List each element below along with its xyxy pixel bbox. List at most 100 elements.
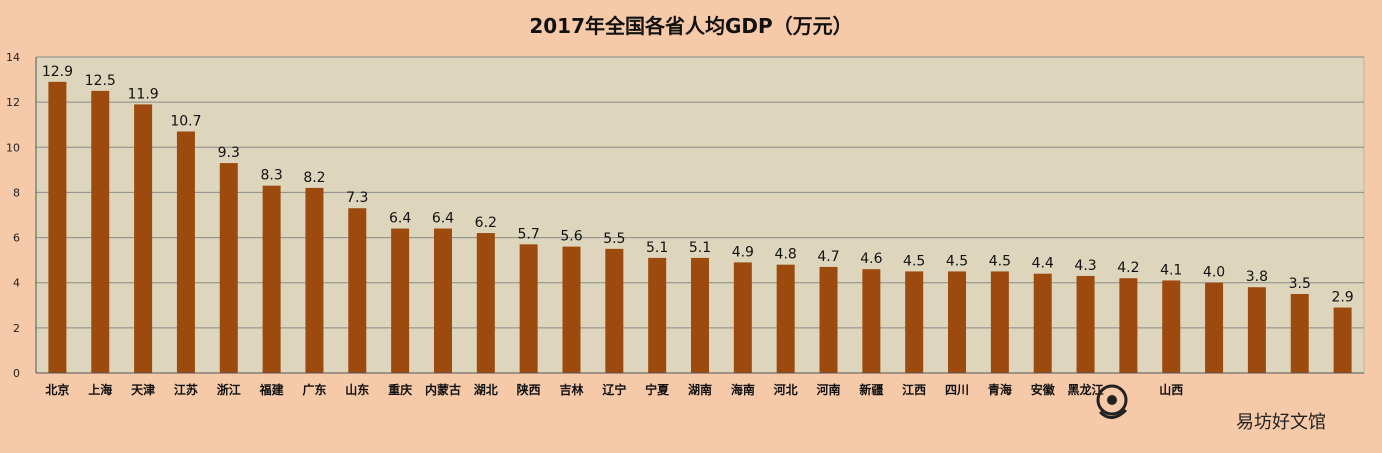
data-label: 6.2 xyxy=(475,215,497,231)
bar xyxy=(691,257,709,373)
data-label: 4.5 xyxy=(946,253,968,269)
data-label: 4.5 xyxy=(903,253,925,269)
data-label: 5.1 xyxy=(646,240,668,256)
bar xyxy=(1290,294,1309,373)
bar xyxy=(648,257,667,373)
bar xyxy=(862,269,881,373)
x-tick-label: 新疆 xyxy=(859,382,883,397)
data-label: 4.7 xyxy=(817,249,839,265)
x-tick-label: 四川 xyxy=(945,383,969,397)
y-tick-label: 10 xyxy=(6,141,20,154)
data-label: 4.1 xyxy=(1160,262,1182,278)
bar xyxy=(1162,280,1181,373)
x-tick-label: 河南 xyxy=(816,382,841,397)
x-tick-label: 吉林 xyxy=(559,382,583,397)
x-tick-label: 广东 xyxy=(302,382,326,397)
bar xyxy=(1247,287,1266,373)
data-label: 7.3 xyxy=(346,190,368,206)
bar xyxy=(1333,307,1352,373)
data-label: 5.1 xyxy=(689,240,711,256)
data-label: 4.2 xyxy=(1117,260,1139,276)
data-label: 4.0 xyxy=(1203,265,1225,281)
y-tick-label: 0 xyxy=(13,367,20,380)
data-label: 3.5 xyxy=(1289,276,1311,292)
bar xyxy=(48,81,67,373)
bars xyxy=(48,81,1352,374)
x-tick-label: 河北 xyxy=(773,382,798,397)
bar xyxy=(1076,275,1095,373)
x-tick-label: 江西 xyxy=(902,382,926,397)
data-label: 4.8 xyxy=(775,247,797,263)
x-tick-label: 重庆 xyxy=(388,382,412,397)
data-labels: 12.9 12.5 11.9 10.7 9.3 8.3 8.2 7.3 6.4 6.4 6.2 5.7… xyxy=(42,64,1354,306)
x-tick-label: 黑龙江 xyxy=(1068,382,1104,397)
x-tick-label: 湖南 xyxy=(688,382,712,397)
data-label: 5.5 xyxy=(603,231,625,247)
data-label: 10.7 xyxy=(170,113,201,129)
data-label: 8.3 xyxy=(260,168,282,184)
bar xyxy=(733,262,752,373)
x-tick-label: 天津 xyxy=(131,382,155,397)
x-tick-label: 上海 xyxy=(88,382,112,397)
data-label: 9.3 xyxy=(218,145,240,161)
data-label: 4.9 xyxy=(732,244,754,260)
bar xyxy=(1205,282,1224,373)
y-tick-label: 4 xyxy=(13,277,20,290)
x-tick-label: 山西 xyxy=(1159,382,1183,397)
x-tick-label: 宁夏 xyxy=(645,382,670,397)
bar xyxy=(433,228,452,373)
x-tick-label: 青海 xyxy=(988,382,1012,397)
x-tick-label: 浙江 xyxy=(217,382,241,397)
watermark-site: 易坊好文馆 xyxy=(1236,412,1326,433)
data-label: 11.9 xyxy=(128,86,159,102)
data-label: 12.5 xyxy=(85,73,116,89)
wukong-logo-icon xyxy=(1096,384,1128,419)
y-tick-label: 8 xyxy=(13,186,20,199)
data-label: 3.8 xyxy=(1246,269,1268,285)
data-label: 8.2 xyxy=(303,170,325,186)
bar xyxy=(476,233,495,373)
data-label: 4.3 xyxy=(1074,258,1096,274)
y-tick-label: 6 xyxy=(13,232,20,245)
bar xyxy=(605,248,624,373)
x-tick-label: 辽宁 xyxy=(602,382,626,397)
x-tick-label: 内蒙古 xyxy=(425,382,461,397)
x-tick-label: 北京 xyxy=(45,382,69,397)
data-label: 12.9 xyxy=(42,64,73,80)
data-label: 4.6 xyxy=(860,251,882,267)
chart-title: 2017年全国各省人均GDP（万元） xyxy=(529,14,852,38)
x-tick-label: 陕西 xyxy=(517,382,541,397)
bar xyxy=(990,271,1009,373)
bar xyxy=(562,246,581,373)
bar xyxy=(262,185,281,373)
y-tick-label: 14 xyxy=(6,51,20,64)
data-label: 5.7 xyxy=(518,226,540,242)
bar xyxy=(305,187,324,373)
bar xyxy=(176,131,195,373)
y-axis: 0 2 4 6 8 10 12 14 xyxy=(6,51,37,380)
x-tick-label: 海南 xyxy=(731,382,755,397)
bar xyxy=(776,264,795,373)
bar xyxy=(91,90,110,373)
x-tick-label: 江苏 xyxy=(174,382,198,397)
bar xyxy=(219,163,238,373)
x-tick-label: 湖北 xyxy=(474,382,498,397)
bar xyxy=(1033,273,1052,373)
bar xyxy=(948,271,967,373)
bar xyxy=(905,271,924,373)
bar xyxy=(391,228,410,373)
bar xyxy=(519,244,538,373)
data-label: 4.5 xyxy=(989,253,1011,269)
bar xyxy=(348,208,367,373)
y-tick-label: 2 xyxy=(13,322,20,335)
data-label: 5.6 xyxy=(560,229,582,245)
x-tick-label: 山东 xyxy=(345,382,369,397)
watermark: 易坊好文馆 xyxy=(1096,384,1326,433)
x-tick-label: 福建 xyxy=(259,382,285,397)
x-axis: 北京 上海 天津 江苏 浙江 福建 广东 山东 重庆 内蒙古 湖北 陕西 吉林 辽宁 宁夏 湖南 海南 河北 河南 新… xyxy=(36,372,1364,397)
bar xyxy=(134,104,153,374)
data-label: 6.4 xyxy=(389,211,411,227)
data-label: 4.4 xyxy=(1032,256,1054,272)
